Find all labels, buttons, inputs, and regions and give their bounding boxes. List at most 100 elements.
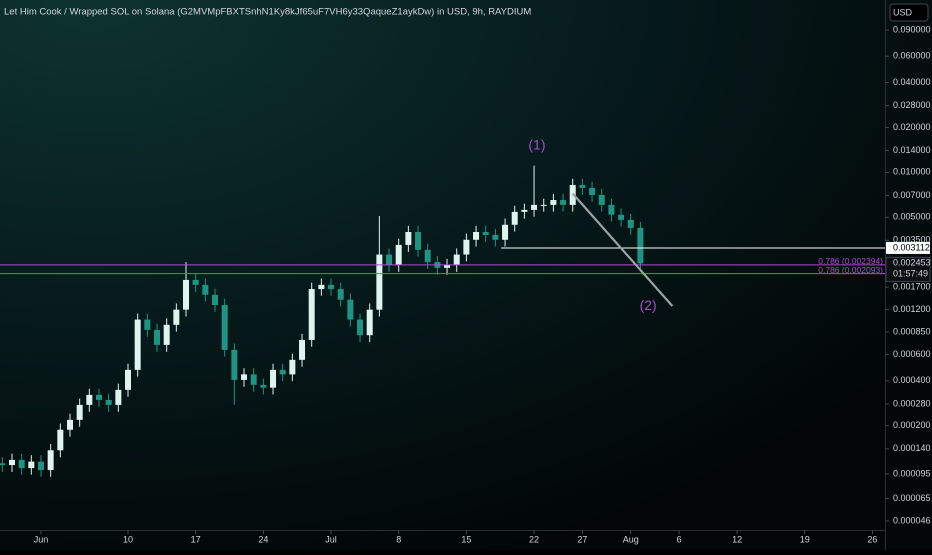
- currency[interactable]: USD: [893, 7, 913, 17]
- x-tick-label: 24: [258, 534, 268, 544]
- candle-body: [337, 289, 344, 300]
- candle-body: [299, 339, 306, 360]
- x-tick-label: 12: [732, 534, 742, 544]
- candle-body: [183, 279, 190, 310]
- trend-line: [571, 192, 674, 307]
- y-tick-label: 0.014000: [893, 145, 931, 155]
- y-tick-label: 0.000600: [893, 349, 931, 359]
- candle-body: [502, 224, 509, 240]
- candle-body: [415, 232, 422, 250]
- candle-body: [279, 369, 286, 375]
- candle-body: [192, 279, 199, 285]
- y-tick-label: 0.028000: [893, 100, 931, 110]
- candle-body: [637, 227, 644, 264]
- candle-body: [627, 219, 634, 228]
- candle-body: [511, 211, 518, 225]
- candle-body: [453, 254, 460, 266]
- y-tick-label: 0.000280: [893, 398, 931, 408]
- candle-body: [395, 244, 402, 266]
- candle-body: [202, 284, 209, 295]
- x-tick-label: 27: [577, 534, 587, 544]
- x-tick-label: 15: [461, 534, 471, 544]
- candle-body: [589, 187, 596, 195]
- countdown: 01:57:49: [893, 269, 928, 279]
- currency-button[interactable]: [889, 3, 929, 22]
- x-tick-label: 10: [123, 534, 133, 544]
- candle-body: [28, 461, 35, 469]
- candle-body: [289, 359, 296, 375]
- candle-body: [386, 254, 393, 266]
- candle-body: [260, 384, 267, 388]
- x-tick-label: 17: [191, 534, 201, 544]
- level-label: 0.786 (0.002093): [818, 265, 883, 275]
- candle-body: [270, 369, 277, 388]
- y-tick-label: 0.001200: [893, 304, 931, 314]
- candle-body: [250, 374, 257, 385]
- candle-body: [560, 200, 567, 205]
- candle-body: [37, 461, 44, 470]
- candle-body: [492, 235, 499, 240]
- y-tick-label: 0.060000: [893, 51, 931, 61]
- candle-body: [57, 429, 64, 451]
- annotation: (1): [528, 136, 545, 152]
- candle-body: [318, 284, 325, 290]
- candle-body: [357, 319, 364, 336]
- candle-body: [47, 450, 54, 470]
- candle-body: [482, 232, 489, 236]
- candle-body: [521, 209, 528, 212]
- y-tick-label: 0.000400: [893, 375, 931, 385]
- x-tick-label: Jul: [325, 534, 337, 544]
- candle-body: [212, 294, 219, 305]
- plot: [0, 165, 885, 477]
- candle-body: [0, 463, 6, 466]
- candle-body: [540, 204, 547, 206]
- candle-body: [8, 459, 15, 466]
- y-tick-label: 0.010000: [893, 167, 931, 177]
- candle-body: [531, 204, 538, 210]
- candle-body: [154, 329, 161, 345]
- y-tick-label: 0.000850: [893, 326, 931, 336]
- y-tick-label: 0.020000: [893, 122, 931, 132]
- candle-body: [105, 399, 112, 405]
- candle-body: [579, 184, 586, 188]
- level-label: 0.003112: [893, 242, 930, 252]
- candle-body: [328, 284, 335, 290]
- x-tick-label: 22: [529, 534, 539, 544]
- y-tick-label: 0.000046: [893, 515, 931, 525]
- candle-body: [608, 204, 615, 215]
- y-tick-label: 0.007000: [893, 190, 931, 200]
- y-tick-label: 0.000095: [893, 468, 931, 478]
- y-tick-label: 0.090000: [893, 24, 931, 34]
- candle-body: [76, 404, 83, 420]
- candle-body: [598, 194, 605, 205]
- y-tick-label: 0.001700: [893, 281, 931, 291]
- y-tick-label: 0.000140: [893, 443, 931, 453]
- candle-body: [424, 249, 431, 263]
- candle-body: [376, 254, 383, 310]
- candle-body: [163, 324, 170, 345]
- candle-body: [618, 214, 625, 220]
- x-tick-label: 26: [867, 534, 877, 544]
- level-label: 0.786 (0.002394): [818, 256, 883, 266]
- y-tick-label: 0.003500: [893, 235, 931, 245]
- candle-body: [231, 349, 238, 380]
- candle-body: [66, 419, 73, 430]
- candle-body: [125, 369, 132, 390]
- candle-body: [134, 319, 141, 370]
- annotation: (2): [640, 297, 657, 313]
- candle-body: [86, 394, 93, 405]
- x-tick-label: Jun: [34, 534, 49, 544]
- y-tick-label: 0.040000: [893, 77, 931, 87]
- candle-body: [95, 394, 102, 400]
- last-price-box: [885, 256, 931, 282]
- candle-body: [550, 200, 557, 205]
- level-label-box: [886, 241, 930, 254]
- candle-body: [221, 304, 228, 350]
- x-tick-label: 19: [800, 534, 810, 544]
- candle-body: [463, 239, 470, 255]
- candle-body: [115, 389, 122, 405]
- x-tick-label: Aug: [623, 534, 639, 544]
- candle-body: [473, 232, 480, 240]
